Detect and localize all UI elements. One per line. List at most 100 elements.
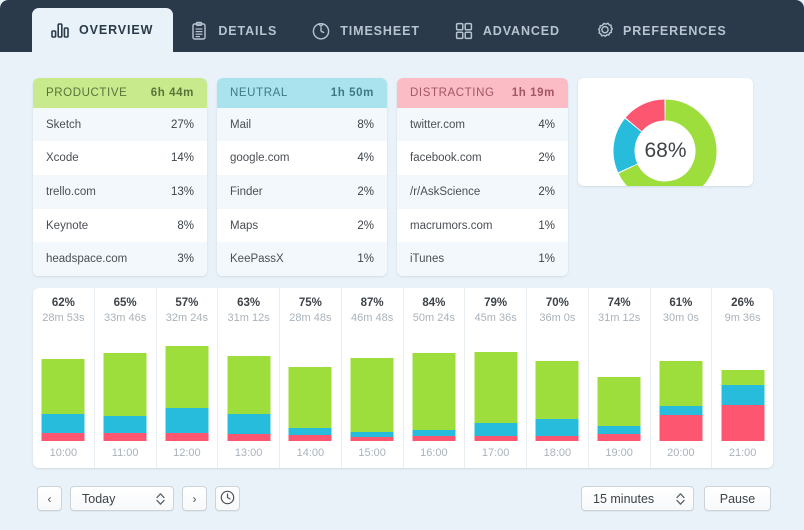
item-name: Maps <box>230 219 259 232</box>
chart-column[interactable]: 63% 31m 12s 13:00 <box>218 288 280 468</box>
column-duration: 9m 36s <box>724 312 761 324</box>
bar-segment-distracting <box>535 436 579 441</box>
prev-day-button[interactable]: ‹ <box>37 486 62 511</box>
chart-column[interactable]: 61% 30m 0s 20:00 <box>651 288 713 468</box>
chart-column[interactable]: 84% 50m 24s 16:00 <box>404 288 466 468</box>
bar-chart-icon <box>50 20 70 40</box>
column-duration: 31m 12s <box>227 312 270 324</box>
item-name: KeePassX <box>230 253 284 266</box>
bar-segment-productive <box>412 353 456 431</box>
stacked-bar[interactable] <box>288 367 332 441</box>
card-neutral-title: NEUTRAL <box>230 86 288 99</box>
list-item[interactable]: KeePassX 1% <box>217 242 387 276</box>
tab-timesheet[interactable]: TIMESHEET <box>295 10 438 52</box>
column-time-label: 10:00 <box>49 447 78 459</box>
column-duration: 28m 53s <box>42 312 85 324</box>
item-pct: 1% <box>538 219 555 232</box>
list-item[interactable]: iTunes 1% <box>397 242 568 276</box>
card-distracting-total: 1h 19m <box>511 86 555 99</box>
chart-column[interactable]: 87% 46m 48s 15:00 <box>342 288 404 468</box>
stacked-bar[interactable] <box>474 352 518 441</box>
chart-column[interactable]: 26% 9m 36s 21:00 <box>712 288 773 468</box>
item-name: /r/AskScience <box>410 185 481 198</box>
column-duration: 50m 24s <box>412 312 455 324</box>
column-plot <box>589 324 650 441</box>
pause-button[interactable]: Pause <box>704 486 771 511</box>
list-item[interactable]: google.com 4% <box>217 141 387 176</box>
column-duration: 28m 48s <box>289 312 332 324</box>
chart-column[interactable]: 74% 31m 12s 19:00 <box>589 288 651 468</box>
chart-column[interactable]: 75% 28m 48s 14:00 <box>280 288 342 468</box>
tab-overview[interactable]: OVERVIEW <box>32 8 174 52</box>
chart-column[interactable]: 57% 32m 24s 12:00 <box>157 288 219 468</box>
chart-column[interactable]: 70% 36m 0s 18:00 <box>527 288 589 468</box>
stacked-bar[interactable] <box>535 361 579 441</box>
bar-segment-neutral <box>165 408 209 433</box>
stacked-bar[interactable] <box>41 359 85 441</box>
interval-stepper[interactable]: 15 minutes <box>581 486 694 511</box>
list-item[interactable]: Finder 2% <box>217 175 387 209</box>
now-button[interactable] <box>215 486 240 511</box>
item-pct: 4% <box>357 152 374 165</box>
item-name: google.com <box>230 152 290 165</box>
column-time-label: 11:00 <box>111 447 139 459</box>
column-percent: 57% <box>175 297 199 309</box>
item-name: iTunes <box>410 253 445 266</box>
list-item[interactable]: Keynote 8% <box>33 208 207 243</box>
column-percent: 61% <box>669 297 693 309</box>
column-plot <box>33 324 94 441</box>
bar-segment-neutral <box>597 425 641 434</box>
list-item[interactable]: macrumors.com 1% <box>397 208 568 243</box>
chart-column[interactable]: 79% 45m 36s 17:00 <box>465 288 527 468</box>
column-plot <box>651 324 712 441</box>
tab-details[interactable]: DETAILS <box>173 10 295 52</box>
pause-button-label: Pause <box>719 491 756 506</box>
stacked-bar[interactable] <box>721 369 765 441</box>
item-pct: 2% <box>538 152 555 165</box>
bar-segment-productive <box>288 367 332 429</box>
list-item[interactable]: headspace.com 3% <box>33 242 207 276</box>
clipboard-icon <box>189 21 209 41</box>
tab-bar: OVERVIEW DETAILS <box>0 0 804 52</box>
tab-advanced[interactable]: ADVANCED <box>438 10 578 52</box>
list-item[interactable]: Xcode 14% <box>33 141 207 176</box>
donut-chart: 68% <box>611 97 719 186</box>
content-area: PRODUCTIVE 6h 44m Sketch 27% Xcode 14% t… <box>0 52 804 530</box>
donut-center-value: 68% <box>644 139 687 162</box>
stacked-bar[interactable] <box>597 376 641 441</box>
item-name: Sketch <box>46 118 82 131</box>
chart-column[interactable]: 65% 33m 46s 11:00 <box>95 288 157 468</box>
stacked-bar[interactable] <box>165 346 209 441</box>
list-item[interactable]: Sketch 27% <box>33 107 207 142</box>
bar-segment-neutral <box>659 405 703 416</box>
list-item[interactable]: Maps 2% <box>217 208 387 243</box>
stacked-bar[interactable] <box>412 353 456 441</box>
list-item[interactable]: Mail 8% <box>217 107 387 142</box>
column-time-label: 15:00 <box>358 447 386 459</box>
chevron-updown-icon <box>676 492 685 506</box>
list-item[interactable]: twitter.com 4% <box>397 107 568 142</box>
list-item[interactable]: facebook.com 2% <box>397 141 568 176</box>
chart-column[interactable]: 62% 28m 53s 10:00 <box>33 288 95 468</box>
column-plot <box>157 324 218 441</box>
stacked-bar[interactable] <box>659 361 703 441</box>
column-time-label: 14:00 <box>296 447 325 459</box>
tab-preferences[interactable]: PREFERENCES <box>578 10 745 52</box>
card-distracting-header: DISTRACTING 1h 19m <box>397 78 568 108</box>
bar-segment-neutral <box>412 430 456 437</box>
column-percent: 75% <box>298 297 322 309</box>
list-item[interactable]: /r/AskScience 2% <box>397 175 568 209</box>
column-duration: 30m 0s <box>662 312 699 324</box>
next-day-button[interactable]: › <box>182 486 207 511</box>
card-neutral-header: NEUTRAL 1h 50m <box>217 78 387 108</box>
item-name: Xcode <box>46 152 79 165</box>
stacked-bar[interactable] <box>227 355 271 441</box>
date-range-stepper[interactable]: Today <box>70 486 174 511</box>
card-productivity-donut: 68% 5% MORE PRODUCTIVE THAN YESTERDAY <box>578 78 753 186</box>
stacked-bar[interactable] <box>350 357 394 441</box>
list-item[interactable]: trello.com 13% <box>33 175 207 209</box>
column-plot <box>527 324 588 441</box>
column-time-label: 17:00 <box>481 447 510 459</box>
stacked-bar[interactable] <box>103 353 147 441</box>
column-percent: 70% <box>545 297 569 309</box>
